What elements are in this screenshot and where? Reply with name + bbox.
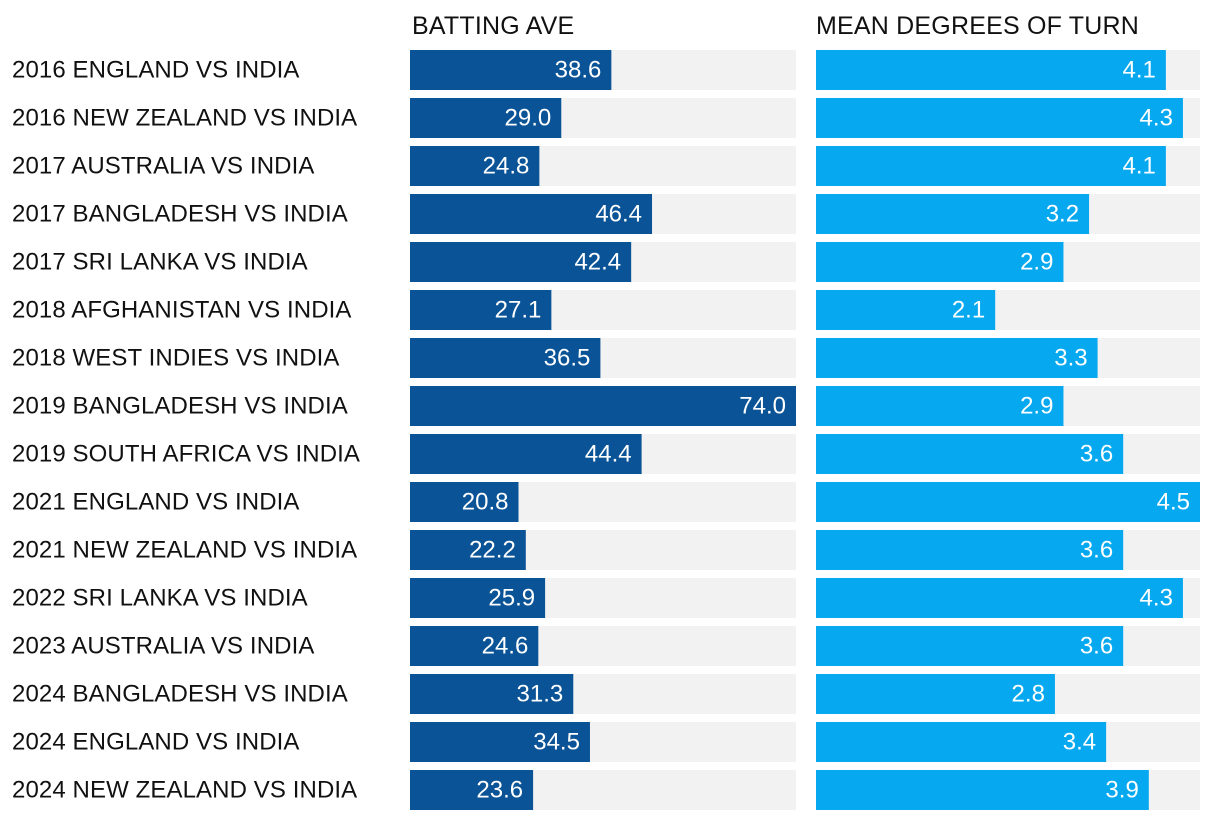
row-label: 2016 ENGLAND VS INDIA <box>12 57 300 84</box>
batting-ave-value-label: 22.2 <box>469 537 516 564</box>
degrees-of-turn-panel: 4.14.34.13.22.92.13.32.93.64.53.64.33.62… <box>816 50 1200 810</box>
row-labels: 2016 ENGLAND VS INDIA 2016 NEW ZEALAND VS… <box>12 57 360 804</box>
row-label: 2018 AFGHANISTAN VS INDIA <box>12 297 352 324</box>
batting-ave-value-label: 24.6 <box>482 633 529 660</box>
degrees-of-turn-bar <box>816 146 1166 186</box>
degrees-of-turn-value-label: 2.9 <box>1020 249 1053 276</box>
batting-ave-value-label: 31.3 <box>517 681 564 708</box>
degrees-of-turn-bar <box>816 578 1183 618</box>
batting-ave-bar <box>410 722 590 762</box>
degrees-of-turn-bar <box>816 194 1090 234</box>
row-label: 2017 SRI LANKA VS INDIA <box>12 249 308 276</box>
batting-ave-bar <box>410 146 540 186</box>
degrees-of-turn-value-label: 4.1 <box>1122 153 1155 180</box>
batting-ave-value-label: 20.8 <box>462 489 509 516</box>
degrees-of-turn-bar <box>816 722 1107 762</box>
header-batting-ave: BATTING AVE <box>412 12 574 40</box>
degrees-of-turn-bar <box>816 482 1200 522</box>
batting-average-panel: 38.629.0 24.8 46.4 42.4 27.136.5 74.0 44.4 20.8… <box>410 50 796 810</box>
batting-ave-bar <box>410 626 539 666</box>
degrees-of-turn-value-label: 3.6 <box>1080 441 1113 468</box>
degrees-of-turn-bar <box>816 50 1166 90</box>
degrees-of-turn-bar <box>816 386 1064 426</box>
degrees-of-turn-value-label: 3.9 <box>1105 777 1138 804</box>
degrees-of-turn-bar <box>816 434 1124 474</box>
degrees-of-turn-bar <box>816 242 1064 282</box>
batting-ave-value-label: 38.6 <box>555 57 602 84</box>
batting-ave-bar <box>410 482 519 522</box>
batting-ave-bar <box>410 290 552 330</box>
batting-ave-bar <box>410 194 653 234</box>
degrees-of-turn-value-label: 3.3 <box>1054 345 1087 372</box>
batting-ave-bar <box>410 50 612 90</box>
row-label: 2024 NEW ZEALAND VS INDIA <box>12 777 357 804</box>
degrees-of-turn-value-label: 4.5 <box>1157 489 1190 516</box>
batting-ave-bar <box>410 578 546 618</box>
degrees-of-turn-value-label: 3.6 <box>1080 537 1113 564</box>
degrees-of-turn-value-label: 3.4 <box>1063 729 1096 756</box>
batting-ave-value-label: 24.8 <box>483 153 530 180</box>
degrees-of-turn-bar <box>816 530 1124 570</box>
row-label: 2018 WEST INDIES VS INDIA <box>12 345 340 372</box>
row-label: 2024 ENGLAND VS INDIA <box>12 729 300 756</box>
batting-ave-bar <box>410 674 574 714</box>
row-label: 2016 NEW ZEALAND VS INDIA <box>12 105 357 132</box>
batting-ave-bar <box>410 770 534 810</box>
row-label: 2024 BANGLADESH VS INDIA <box>12 681 348 708</box>
row-label: 2019 BANGLADESH VS INDIA <box>12 393 348 420</box>
degrees-of-turn-value-label: 4.3 <box>1140 585 1173 612</box>
degrees-of-turn-bar <box>816 770 1149 810</box>
batting-ave-value-label: 42.4 <box>574 249 621 276</box>
batting-ave-bar <box>410 338 601 378</box>
degrees-of-turn-bar <box>816 674 1055 714</box>
batting-ave-bar <box>410 434 642 474</box>
degrees-of-turn-value-label: 2.8 <box>1012 681 1045 708</box>
degrees-of-turn-value-label: 4.1 <box>1122 57 1155 84</box>
batting-ave-value-label: 46.4 <box>595 201 642 228</box>
batting-ave-bar <box>410 98 562 138</box>
degrees-of-turn-value-label: 3.2 <box>1046 201 1079 228</box>
batting-ave-value-label: 74.0 <box>739 393 786 420</box>
batting-ave-bar <box>410 386 796 426</box>
row-label: 2021 NEW ZEALAND VS INDIA <box>12 537 357 564</box>
batting-ave-value-label: 29.0 <box>505 105 552 132</box>
batting-ave-value-label: 36.5 <box>544 345 591 372</box>
row-label: 2019 SOUTH AFRICA VS INDIA <box>12 441 360 468</box>
row-label: 2017 BANGLADESH VS INDIA <box>12 201 348 228</box>
degrees-of-turn-value-label: 2.1 <box>952 297 985 324</box>
header-degrees-of-turn: MEAN DEGREES OF TURN <box>816 12 1139 40</box>
batting-ave-value-label: 23.6 <box>476 777 523 804</box>
batting-ave-bar <box>410 242 632 282</box>
batting-ave-bar <box>410 530 526 570</box>
degrees-of-turn-value-label: 2.9 <box>1020 393 1053 420</box>
panel-headers: BATTING AVE MEAN DEGREES OF TURN <box>412 12 1139 40</box>
degrees-of-turn-value-label: 3.6 <box>1080 633 1113 660</box>
batting-ave-value-label: 44.4 <box>585 441 632 468</box>
batting-ave-value-label: 25.9 <box>488 585 535 612</box>
row-label: 2023 AUSTRALIA VS INDIA <box>12 633 314 660</box>
batting-ave-value-label: 34.5 <box>533 729 580 756</box>
degrees-of-turn-bar <box>816 290 996 330</box>
row-label: 2022 SRI LANKA VS INDIA <box>12 585 308 612</box>
degrees-of-turn-bar <box>816 626 1124 666</box>
degrees-of-turn-bar <box>816 98 1183 138</box>
degrees-of-turn-bar <box>816 338 1098 378</box>
row-label: 2021 ENGLAND VS INDIA <box>12 489 300 516</box>
batting-ave-value-label: 27.1 <box>495 297 542 324</box>
row-label: 2017 AUSTRALIA VS INDIA <box>12 153 314 180</box>
degrees-of-turn-value-label: 4.3 <box>1140 105 1173 132</box>
